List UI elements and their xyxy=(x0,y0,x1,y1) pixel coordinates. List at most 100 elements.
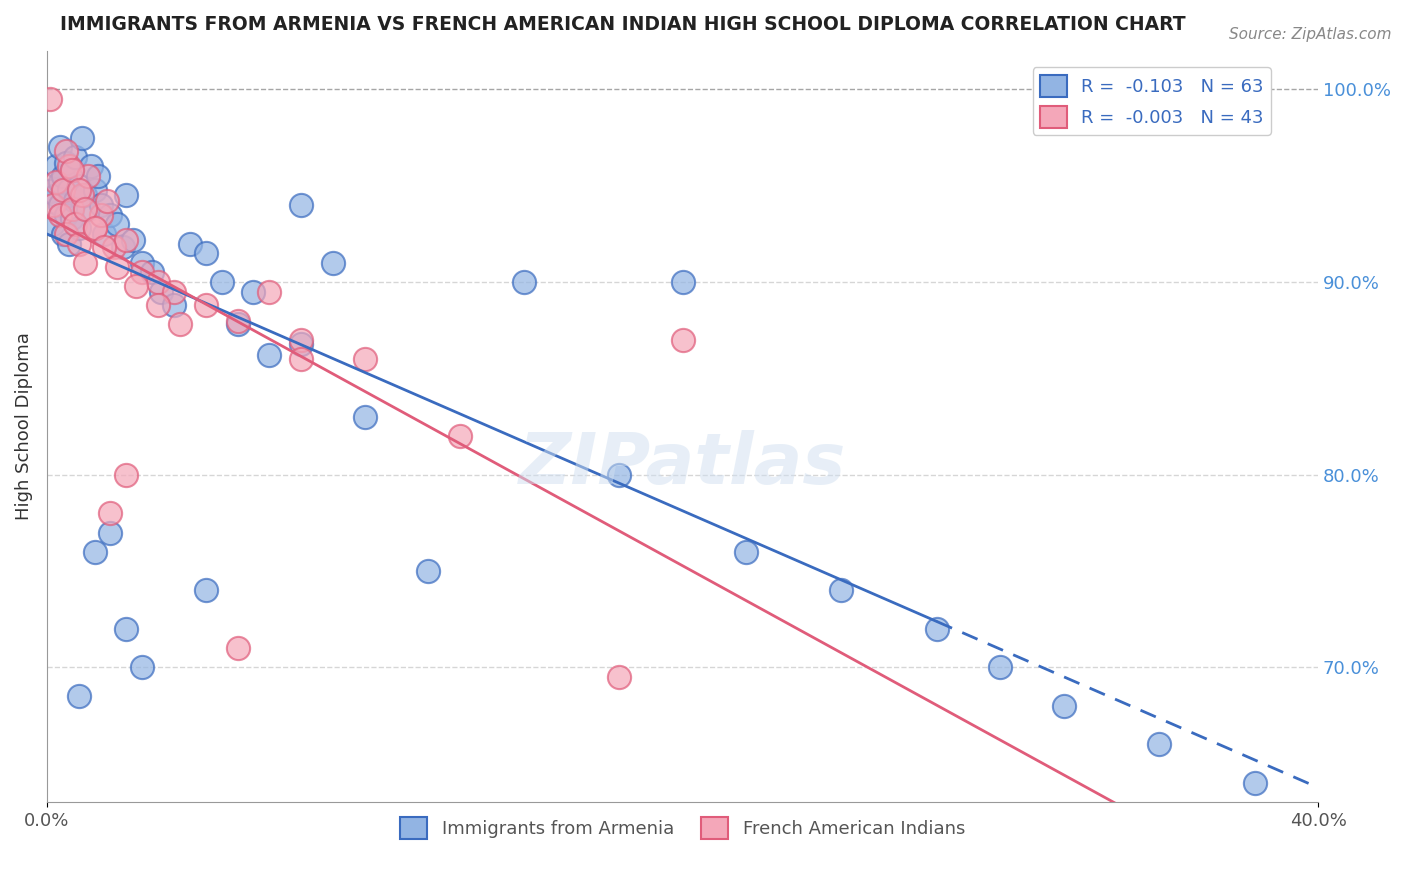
Point xyxy=(58,236,80,251)
Point xyxy=(60,163,83,178)
Point xyxy=(65,217,87,231)
Point xyxy=(45,160,67,174)
Point xyxy=(67,183,90,197)
Point xyxy=(83,183,105,197)
Point xyxy=(42,198,65,212)
Point xyxy=(115,622,138,636)
Point xyxy=(607,670,630,684)
Point xyxy=(55,155,77,169)
Point xyxy=(115,233,138,247)
Point xyxy=(55,227,77,241)
Point xyxy=(121,233,143,247)
Point xyxy=(87,169,110,183)
Point xyxy=(105,260,128,274)
Point xyxy=(671,333,693,347)
Point xyxy=(449,429,471,443)
Point xyxy=(48,140,70,154)
Point xyxy=(353,352,375,367)
Point xyxy=(131,256,153,270)
Point xyxy=(67,236,90,251)
Point xyxy=(141,265,163,279)
Point xyxy=(226,313,249,327)
Point xyxy=(163,285,186,299)
Point xyxy=(830,583,852,598)
Point xyxy=(80,160,103,174)
Point xyxy=(83,545,105,559)
Point xyxy=(179,236,201,251)
Point xyxy=(58,160,80,174)
Point xyxy=(735,545,758,559)
Point xyxy=(67,221,90,235)
Point xyxy=(77,169,100,183)
Point xyxy=(70,130,93,145)
Point xyxy=(65,150,87,164)
Point xyxy=(73,188,96,202)
Point xyxy=(55,208,77,222)
Point xyxy=(146,275,169,289)
Point xyxy=(67,690,90,704)
Point xyxy=(48,198,70,212)
Point xyxy=(290,352,312,367)
Point xyxy=(45,188,67,202)
Point xyxy=(1053,698,1076,713)
Point xyxy=(290,198,312,212)
Point xyxy=(290,336,312,351)
Point xyxy=(512,275,534,289)
Point xyxy=(290,333,312,347)
Text: IMMIGRANTS FROM ARMENIA VS FRENCH AMERICAN INDIAN HIGH SCHOOL DIPLOMA CORRELATIO: IMMIGRANTS FROM ARMENIA VS FRENCH AMERIC… xyxy=(59,15,1185,34)
Legend: Immigrants from Armenia, French American Indians: Immigrants from Armenia, French American… xyxy=(392,809,972,846)
Point xyxy=(83,221,105,235)
Point xyxy=(93,240,115,254)
Point xyxy=(418,564,440,578)
Point xyxy=(73,202,96,216)
Point xyxy=(194,583,217,598)
Point xyxy=(671,275,693,289)
Point xyxy=(194,246,217,260)
Point xyxy=(93,227,115,241)
Point xyxy=(100,506,122,520)
Point xyxy=(83,221,105,235)
Point xyxy=(169,318,191,332)
Point xyxy=(259,348,281,362)
Point xyxy=(988,660,1011,674)
Point xyxy=(100,525,122,540)
Point xyxy=(45,175,67,189)
Point xyxy=(226,318,249,332)
Point xyxy=(55,144,77,158)
Point xyxy=(58,183,80,197)
Point xyxy=(73,256,96,270)
Point xyxy=(60,202,83,216)
Point xyxy=(103,240,125,254)
Point xyxy=(39,185,62,199)
Point xyxy=(96,194,118,208)
Text: ZIPatlas: ZIPatlas xyxy=(519,430,846,499)
Point xyxy=(925,622,948,636)
Point xyxy=(52,183,75,197)
Point xyxy=(194,298,217,312)
Point xyxy=(322,256,344,270)
Point xyxy=(131,660,153,674)
Point xyxy=(90,208,112,222)
Point xyxy=(115,467,138,482)
Point xyxy=(39,92,62,106)
Point xyxy=(353,409,375,424)
Point xyxy=(163,298,186,312)
Point xyxy=(52,227,75,241)
Point xyxy=(52,169,75,183)
Point xyxy=(67,178,90,193)
Text: Source: ZipAtlas.com: Source: ZipAtlas.com xyxy=(1229,27,1392,42)
Point xyxy=(112,240,135,254)
Point xyxy=(105,217,128,231)
Point xyxy=(226,641,249,656)
Y-axis label: High School Diploma: High School Diploma xyxy=(15,333,32,521)
Point xyxy=(60,163,83,178)
Point xyxy=(1147,738,1170,752)
Point xyxy=(1243,776,1265,790)
Point xyxy=(146,298,169,312)
Point xyxy=(100,208,122,222)
Point xyxy=(131,265,153,279)
Point xyxy=(211,275,233,289)
Point xyxy=(65,194,87,208)
Point xyxy=(48,208,70,222)
Point xyxy=(115,188,138,202)
